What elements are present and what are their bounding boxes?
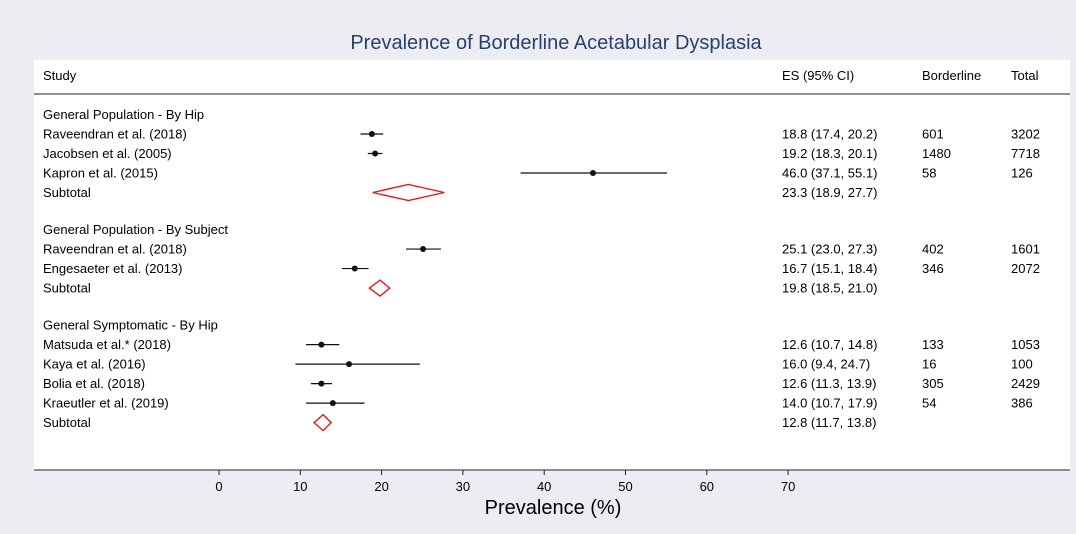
subtotal-diamond [313,413,333,432]
study-es-ci: 12.6 (11.3, 13.9) [782,376,876,391]
study-es-ci: 18.8 (17.4, 20.2) [782,127,877,142]
subtotal-es-ci: 23.3 (18.9, 27.7) [782,185,877,200]
x-axis-label: Prevalence (%) [485,497,622,519]
column-header-total: Total [1011,68,1039,83]
study-borderline: 58 [922,166,936,181]
study-es-ci: 19.2 (18.3, 20.1) [782,146,877,161]
study-borderline: 54 [922,396,936,411]
x-tick-label: 70 [781,479,795,494]
x-tick-label: 30 [456,479,470,494]
point-estimate [368,131,375,137]
study-name: Raveendran et al. (2018) [43,242,187,257]
plot-panel [34,60,1070,470]
column-header-borderline: Borderline [922,68,981,83]
study-es-ci: 16.0 (9.4, 24.7) [782,357,870,372]
study-es-ci: 46.0 (37.1, 55.1) [782,166,877,181]
column-header-study: Study [43,68,77,83]
study-borderline: 346 [922,261,944,276]
x-axis: 0 10 20 30 40 50 60 70 [215,470,795,494]
x-tick-label: 10 [293,479,307,494]
study-borderline: 402 [922,242,944,257]
study-total: 2429 [1011,376,1040,391]
study-borderline: 305 [922,376,944,391]
point-estimate [372,150,379,157]
study-name: Kapron et al. (2015) [43,166,158,181]
study-borderline: 16 [922,357,936,372]
study-borderline: 133 [922,337,944,352]
study-total: 3202 [1011,127,1040,142]
study-es-ci: 16.7 (15.1, 18.4) [782,261,877,276]
point-estimate [589,170,596,176]
x-tick-label: 60 [700,479,714,494]
study-total: 7718 [1011,146,1040,161]
rows-layer: General Population - By Hip Raveendran et… [43,107,1040,432]
study-es-ci: 25.1 (23.0, 27.3) [782,242,877,257]
study-total: 386 [1011,396,1033,411]
column-header-es: ES (95% CI) [782,68,854,83]
point-estimate [318,380,325,387]
study-es-ci: 14.0 (10.7, 17.9) [782,396,877,411]
study-name: Kraeutler et al. (2019) [43,396,169,411]
study-total: 2072 [1011,261,1040,276]
study-total: 1053 [1011,337,1040,352]
study-borderline: 601 [922,127,944,142]
study-total: 1601 [1011,242,1040,257]
study-name: Raveendran et al. (2018) [43,127,187,142]
point-estimate [346,361,353,368]
x-tick-label: 20 [374,479,388,494]
study-name: Matsuda et al.* (2018) [43,337,171,352]
point-estimate [318,341,325,348]
point-estimate [420,246,427,253]
group-label: General Symptomatic - By Hip [43,318,218,333]
subtotal-diamond [372,183,445,202]
study-name: Kaya et al. (2016) [43,357,146,372]
x-tick-label: 40 [537,479,551,494]
point-estimate [351,265,358,272]
subtotal-label: Subtotal [43,281,91,296]
chart-title: Prevalence of Borderline Acetabular Dysp… [350,32,762,54]
group-label: General Population - By Subject [43,222,228,237]
subtotal-label: Subtotal [43,415,91,430]
subtotal-label: Subtotal [43,185,91,200]
study-es-ci: 12.6 (10.7, 14.8) [782,337,877,352]
study-borderline: 1480 [922,146,951,161]
study-name: Engesaeter et al. (2013) [43,261,182,276]
point-estimate [329,400,336,407]
group-label: General Population - By Hip [43,107,204,122]
subtotal-es-ci: 12.8 (11.7, 13.8) [782,415,876,430]
study-total: 126 [1011,166,1033,181]
subtotal-diamond [368,279,391,297]
x-tick-label: 50 [618,479,632,494]
subtotal-es-ci: 19.8 (18.5, 21.0) [782,281,877,296]
study-name: Bolia et al. (2018) [43,376,145,391]
x-tick-label: 0 [215,479,222,494]
study-name: Jacobsen et al. (2005) [43,146,172,161]
study-total: 100 [1011,357,1033,372]
